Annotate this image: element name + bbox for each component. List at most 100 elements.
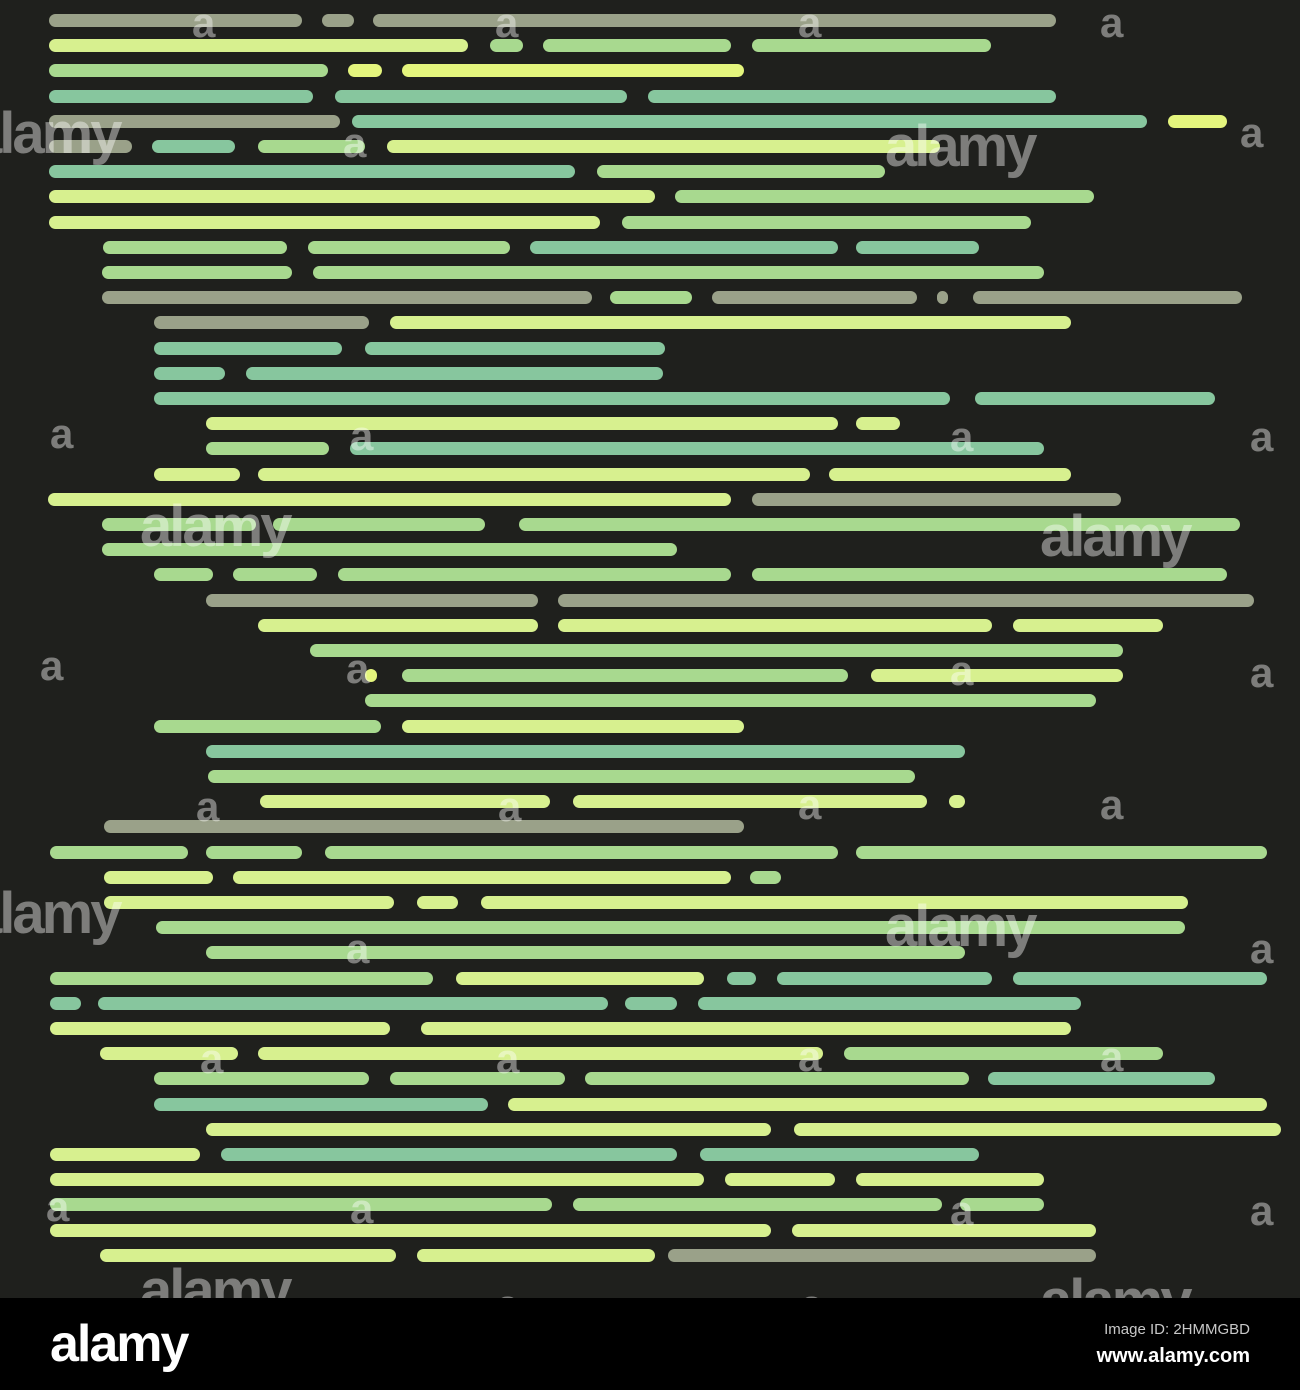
- dash-segment: [794, 1122, 1281, 1136]
- dash-segment: [50, 996, 81, 1010]
- dash-segment: [725, 1172, 835, 1186]
- dash-segment: [373, 13, 1056, 27]
- dash-segment: [752, 38, 991, 52]
- dash-segment: [856, 845, 1267, 859]
- dash-segment: [49, 139, 132, 153]
- dash-segment: [206, 593, 538, 607]
- alamy-logo: alamy: [50, 1315, 189, 1373]
- dash-segment: [208, 769, 915, 783]
- dash-segment: [233, 870, 731, 884]
- dash-segment: [325, 845, 838, 859]
- dash-segment: [390, 1071, 565, 1085]
- alamy-watermark-letter: a: [1250, 1187, 1274, 1234]
- dash-segment: [154, 719, 381, 733]
- dash-segment: [221, 1147, 677, 1161]
- dash-segment: [752, 492, 1121, 506]
- dash-segment: [50, 1147, 200, 1161]
- dash-segment: [50, 1172, 704, 1186]
- dash-segment: [1013, 971, 1267, 985]
- dash-segment: [490, 38, 523, 52]
- dash-segment: [698, 996, 1081, 1010]
- dash-segment: [50, 1197, 552, 1211]
- dash-segment: [49, 215, 600, 229]
- dash-segment: [206, 845, 302, 859]
- dash-segment: [322, 13, 354, 27]
- dash-segment: [258, 1046, 823, 1060]
- dash-segment: [365, 693, 1096, 707]
- dash-segment: [844, 1046, 1163, 1060]
- dash-segment: [246, 366, 663, 380]
- dash-segment: [573, 794, 927, 808]
- alamy-watermark-word: alamy: [140, 1258, 292, 1299]
- dash-segment: [871, 668, 1123, 682]
- dash-segment: [750, 870, 781, 884]
- dash-segment: [102, 542, 677, 556]
- dash-segment: [258, 467, 810, 481]
- dash-segment: [481, 895, 1188, 909]
- dash-segment: [100, 1046, 238, 1060]
- dash-segment: [365, 341, 665, 355]
- dash-segment: [258, 139, 365, 153]
- dash-segment: [102, 265, 292, 279]
- dash-segment: [152, 139, 235, 153]
- alamy-watermark-letter: a: [800, 1284, 823, 1299]
- dash-segment: [712, 290, 917, 304]
- dash-segment: [49, 89, 313, 103]
- dash-segment: [48, 492, 731, 506]
- dash-segment: [597, 164, 885, 178]
- dash-segment: [700, 1147, 979, 1161]
- caption-bar: alamy Image ID: 2HMMGBD www.alamy.com: [0, 1298, 1300, 1390]
- abstract-dash-pattern: alamyalamyalamyalamyalamyalamyalamyalamy…: [0, 1, 1281, 1299]
- image-credit-block: Image ID: 2HMMGBD www.alamy.com: [1097, 1321, 1250, 1368]
- dash-segment: [675, 189, 1094, 203]
- alamy-watermark-letter: a: [1250, 925, 1274, 972]
- dash-segment: [960, 1197, 1044, 1211]
- dash-segment: [829, 467, 1071, 481]
- dash-segment: [390, 315, 1071, 329]
- dash-segment: [102, 290, 592, 304]
- alamy-watermark-word: alamy: [0, 101, 122, 166]
- dash-segment: [975, 391, 1215, 405]
- dash-segment: [856, 1172, 1044, 1186]
- image-id-text: Image ID: 2HMMGBD: [1104, 1320, 1250, 1338]
- dash-segment: [352, 114, 1147, 128]
- dash-segment: [104, 819, 744, 833]
- dash-segment: [573, 1197, 942, 1211]
- dash-segment: [50, 845, 188, 859]
- dash-segment: [273, 517, 485, 531]
- dash-segment: [50, 971, 433, 985]
- dash-segment: [610, 290, 692, 304]
- dash-segment: [98, 996, 608, 1010]
- dash-segment: [154, 467, 240, 481]
- dash-segment: [558, 618, 992, 632]
- dash-segment: [348, 63, 382, 77]
- alamy-watermark-letter: a: [50, 410, 74, 457]
- dash-segment: [206, 441, 329, 455]
- alamy-watermark-letter: a: [1250, 649, 1274, 696]
- alamy-watermark-letter: a: [1240, 109, 1264, 156]
- dash-segment: [988, 1071, 1215, 1085]
- dash-segment: [103, 240, 287, 254]
- alamy-watermark-letter: a: [40, 642, 64, 689]
- dash-segment: [154, 1097, 488, 1111]
- dash-segment: [456, 971, 704, 985]
- dash-segment: [154, 315, 369, 329]
- dash-segment: [530, 240, 838, 254]
- dash-segment: [49, 63, 328, 77]
- alamy-watermark-word: alamy: [1040, 504, 1192, 569]
- dash-segment: [622, 215, 1031, 229]
- dash-segment: [402, 63, 744, 77]
- dash-segment: [648, 89, 1056, 103]
- dash-segment: [519, 517, 1240, 531]
- dash-segment: [154, 366, 225, 380]
- dash-segment: [365, 668, 377, 682]
- dash-segment: [156, 920, 1185, 934]
- dash-segment: [350, 441, 1044, 455]
- dash-segment: [49, 13, 302, 27]
- dash-segment: [856, 240, 979, 254]
- dash-segment: [508, 1097, 1267, 1111]
- alamy-watermark-letter: a: [1250, 413, 1274, 460]
- dash-segment: [104, 895, 394, 909]
- dash-segment: [206, 744, 965, 758]
